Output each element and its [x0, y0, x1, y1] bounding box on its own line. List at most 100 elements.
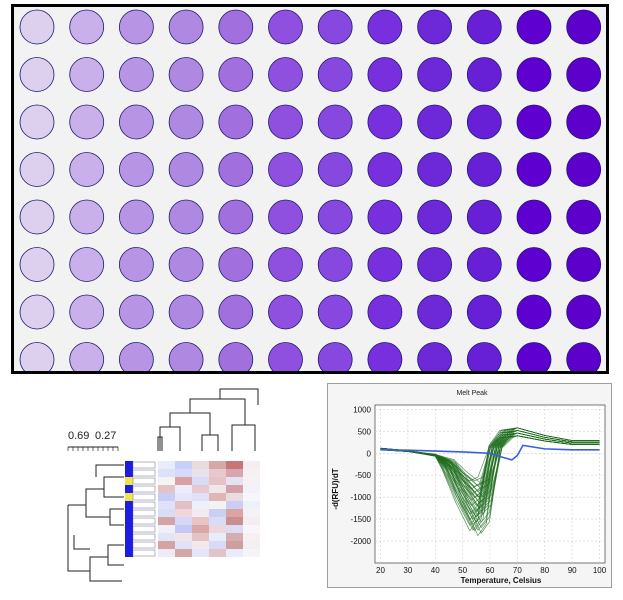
heatmap-cell	[192, 501, 209, 509]
heatmap-cell	[192, 477, 209, 485]
well	[70, 153, 104, 187]
heatmap-cell	[209, 533, 226, 541]
heatmap-cell	[226, 501, 243, 509]
row-label-box	[133, 486, 155, 492]
y-axis-title: -d(RFU)/dT	[331, 468, 340, 509]
heatmap-cell	[175, 533, 192, 541]
heatmap-cell	[158, 549, 175, 557]
heatmap-cell	[243, 469, 260, 477]
well	[119, 105, 153, 139]
y-tick-label: -500	[355, 471, 372, 480]
well	[467, 200, 501, 234]
well	[219, 10, 253, 44]
heatmap-cell	[192, 541, 209, 549]
row-label-box	[133, 494, 155, 500]
heatmap-cell	[226, 517, 243, 525]
heatmap-cell	[209, 493, 226, 501]
well	[70, 200, 104, 234]
well	[70, 295, 104, 329]
well	[517, 343, 551, 372]
heatmap-cell	[226, 541, 243, 549]
well	[269, 10, 303, 44]
well	[517, 10, 551, 44]
well	[70, 105, 104, 139]
well	[70, 343, 104, 372]
heatmap-cell	[243, 533, 260, 541]
heatmap-cell	[209, 461, 226, 469]
x-tick-label: 80	[540, 566, 549, 575]
heatmap-cell	[175, 461, 192, 469]
well	[20, 58, 54, 92]
row-label-box	[133, 470, 155, 476]
x-tick-label: 40	[431, 566, 440, 575]
heatmap-cell	[158, 541, 175, 549]
row-label-box	[133, 526, 155, 532]
well	[567, 248, 601, 282]
well	[119, 200, 153, 234]
well	[169, 343, 203, 372]
heatmap-cell	[175, 501, 192, 509]
heatmap-cell	[226, 549, 243, 557]
well	[169, 153, 203, 187]
group-color-cell	[125, 461, 133, 469]
well	[219, 153, 253, 187]
well	[269, 295, 303, 329]
well	[269, 343, 303, 372]
heatmap-cell	[175, 469, 192, 477]
group-color-cell	[125, 501, 133, 509]
dendrogram-top	[220, 389, 258, 405]
heatmap-cell	[209, 549, 226, 557]
heatmap-cell	[158, 493, 175, 501]
heatmap-cell	[158, 485, 175, 493]
well	[70, 248, 104, 282]
heatmap-cell	[226, 509, 243, 517]
well	[20, 10, 54, 44]
well	[269, 248, 303, 282]
well	[368, 200, 402, 234]
dendrogram-top	[160, 427, 180, 451]
well	[467, 10, 501, 44]
well	[20, 200, 54, 234]
well	[567, 295, 601, 329]
group-color-cell	[125, 533, 133, 541]
y-tick-label: -1000	[351, 493, 372, 502]
dendrogram-left	[68, 477, 124, 505]
heatmap-cell	[175, 509, 192, 517]
heatmap-cell	[226, 469, 243, 477]
row-label-box	[133, 550, 155, 556]
group-color-cell	[125, 541, 133, 549]
well	[269, 105, 303, 139]
heatmap-cell	[243, 549, 260, 557]
heatmap-cell	[175, 517, 192, 525]
well	[418, 295, 452, 329]
heatmap-cell	[209, 485, 226, 493]
y-tick-label: -2000	[351, 537, 372, 546]
x-tick-label: 50	[458, 566, 467, 575]
x-tick-label: 100	[593, 566, 607, 575]
row-label-box	[133, 510, 155, 516]
group-color-cell	[125, 493, 133, 501]
heatmap-cell	[209, 509, 226, 517]
row-label-box	[133, 462, 155, 468]
well	[567, 153, 601, 187]
heatmap-cell	[209, 501, 226, 509]
well	[567, 58, 601, 92]
well	[20, 343, 54, 372]
well	[368, 58, 402, 92]
heatmap-cell	[175, 493, 192, 501]
well	[567, 105, 601, 139]
dendrogram-top	[210, 435, 218, 451]
heatmap-cell	[192, 485, 209, 493]
dendrogram-left	[86, 505, 124, 517]
y-tick-label: -1500	[351, 515, 372, 524]
x-tick-label: 90	[568, 566, 577, 575]
well	[567, 10, 601, 44]
heatmap-cell	[243, 493, 260, 501]
well	[219, 295, 253, 329]
well	[119, 58, 153, 92]
row-label-box	[133, 542, 155, 548]
well	[169, 295, 203, 329]
well-plate	[11, 4, 609, 374]
well	[119, 295, 153, 329]
dendrogram-left	[96, 465, 124, 477]
